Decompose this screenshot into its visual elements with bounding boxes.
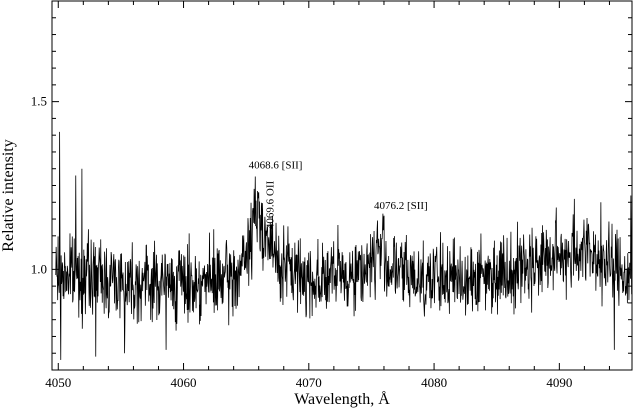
x-tick-label: 4050 xyxy=(45,375,71,390)
x-tick-label: 4060 xyxy=(171,375,197,390)
y-axis: 1.0 1.5 xyxy=(31,17,632,354)
line-annotation: 4069.6 OII xyxy=(265,181,277,230)
line-annotation: 4068.6 [SII] xyxy=(249,160,303,172)
y-axis-title: Relative intensity xyxy=(0,139,17,251)
x-tick-label: 4070 xyxy=(296,375,322,390)
annotations: 4068.6 [SII] 4069.6 OII 4076.2 [SII] xyxy=(249,160,428,229)
x-axis-title: Wavelength, Å xyxy=(294,390,390,408)
y-tick-label: 1.5 xyxy=(31,94,47,109)
y-tick-label: 1.0 xyxy=(31,261,47,276)
x-tick-label: 4080 xyxy=(421,375,447,390)
spectrum-line xyxy=(55,131,633,360)
x-axis: 4050 4060 4070 4080 4090 xyxy=(45,1,610,390)
x-tick-label: 4090 xyxy=(546,375,572,390)
line-annotation: 4076.2 [SII] xyxy=(374,200,428,212)
